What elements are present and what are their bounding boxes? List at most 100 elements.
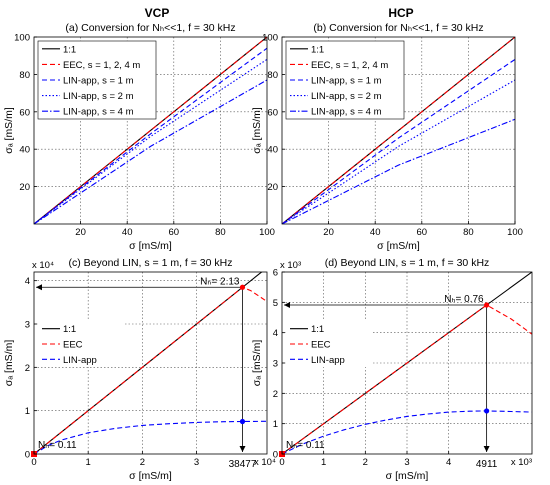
y-tick-label: 100 [262,33,278,44]
x-axis-multiplier: x 10⁴ [254,457,276,468]
legend: 1:1 EEC LIN-app [286,321,372,367]
y-axis-label: σₐ [mS/m] [251,107,263,154]
legend-label: LIN-app, s = 2 m [63,91,134,102]
y-axis-multiplier: x 10⁴ [32,260,54,271]
arrow-head-down [483,446,490,452]
legend: 1:1 EEC LIN-app [38,321,124,367]
y-tick-label: 2 [25,363,30,374]
legend-label: EEC [63,340,83,351]
legend-label: EEC [311,340,331,351]
x-tick-label: 100 [259,227,275,238]
data-marker-2 [484,408,490,414]
x-tick-label: 20 [323,227,334,238]
x-tick-label: 1 [86,457,91,468]
y-tick-label: 40 [267,145,278,156]
arrow-head-down [239,446,246,452]
y-tick-label: 80 [267,70,278,81]
y-tick-label: 40 [19,145,30,156]
annotation-2: Nₕ= 0.11 [38,440,77,451]
x-axis-label: σ [mS/m] [377,240,420,252]
legend-label: 1:1 [63,44,76,55]
y-tick-label: 0 [25,450,30,461]
panel-a: 20 40 60 80 100 20 40 60 80 100 (a) Conversion for… [3,22,275,252]
x-tick-label: 80 [463,227,474,238]
axes-frame [33,36,268,225]
series-line-3 [34,420,267,454]
x-tick-label: 1 [321,457,326,468]
legend-label: 1:1 [311,324,324,335]
legend-label: LIN-app, s = 1 m [63,76,134,87]
chart-title: (d) Beyond LIN, s = 1 m, f = 30 kHz [325,257,490,269]
series-line-2 [282,37,515,224]
legend-label: LIN-app, s = 1 m [311,76,382,87]
y-axis-label: σₐ [mS/m] [3,340,15,387]
data-marker-2 [239,418,246,425]
column-header-vcp: VCP [145,6,170,20]
panel-b: 20 40 60 80 100 20 40 60 80 100 (b) Conversion for… [251,22,523,252]
x-axis-multiplier: x 10³ [511,457,532,468]
x-tick-label: 4 [446,457,451,468]
legend: 1:1 EEC, s = 1, 2, 4 m LIN-app, s = 1 m LIN… [37,40,157,120]
y-axis-multiplier: x 10³ [280,260,301,271]
x-tick-label: 3 [194,457,199,468]
y-tick-label: 3 [273,359,278,370]
arrow-head-left [284,302,290,309]
y-tick-label: 20 [267,182,278,193]
legend-label: LIN-app [63,355,97,366]
annotation-3: 4911 [476,459,498,470]
y-tick-label: 2 [273,389,278,400]
chart-title: (a) Conversion for Nₕ<<1, f = 30 kHz [65,22,235,34]
arrow-head-left [36,284,42,291]
x-tick-label: 60 [169,227,180,238]
series-line-5 [34,79,267,224]
series-line-2 [282,304,532,454]
x-axis-label: σ [mS/m] [129,240,172,252]
annotation-1: Nₕ= 0.76 [444,294,484,305]
y-tick-label: 5 [273,298,278,309]
x-tick-label: 2 [363,457,368,468]
series-line-4 [34,58,267,224]
data-marker-1 [484,302,490,308]
legend-label: LIN-app, s = 4 m [63,107,134,118]
x-tick-label: 0 [279,457,284,468]
x-tick-label: 40 [370,227,381,238]
legend-label: LIN-app [311,355,345,366]
y-tick-label: 100 [14,33,30,44]
annotation-1: Nₕ= 2.13 [200,276,240,287]
x-tick-label: 60 [417,227,428,238]
y-tick-label: 60 [267,107,278,118]
x-axis-label: σ [mS/m] [386,470,429,482]
axes-frame [281,36,516,225]
column-header-hcp: HCP [388,6,413,20]
legend-label: EEC, s = 1, 2, 4 m [311,60,388,71]
legend-box [37,40,157,120]
legend-label: EEC, s = 1, 2, 4 m [63,60,140,71]
y-tick-label: 4 [273,328,278,339]
y-tick-label: 60 [19,107,30,118]
y-tick-label: 20 [19,182,30,193]
x-tick-label: 0 [31,457,36,468]
data-marker-1 [239,284,246,290]
x-tick-label: 40 [122,227,133,238]
y-tick-label: 1 [25,406,30,417]
series-line-4 [282,79,515,224]
legend-label: 1:1 [311,44,324,55]
series-line-2 [34,286,267,454]
chart-title: (b) Conversion for Nₕ<<1, f = 30 kHz [313,22,483,34]
y-tick-label: 3 [25,320,30,331]
legend-label: 1:1 [63,324,76,335]
y-tick-label: 1 [273,419,278,430]
y-tick-label: 4 [25,276,30,287]
axes-frame [33,271,268,455]
series-line-5 [282,118,515,224]
y-axis-label: σₐ [mS/m] [251,340,263,387]
chart-title: (c) Beyond LIN, s = 1 m, f = 30 kHz [69,257,233,269]
series-line-3 [282,58,515,224]
series-line-3 [34,47,267,224]
legend-label: LIN-app, s = 4 m [311,107,382,118]
x-tick-label: 3 [404,457,409,468]
y-tick-label: 80 [19,70,30,81]
x-tick-label: 80 [215,227,226,238]
